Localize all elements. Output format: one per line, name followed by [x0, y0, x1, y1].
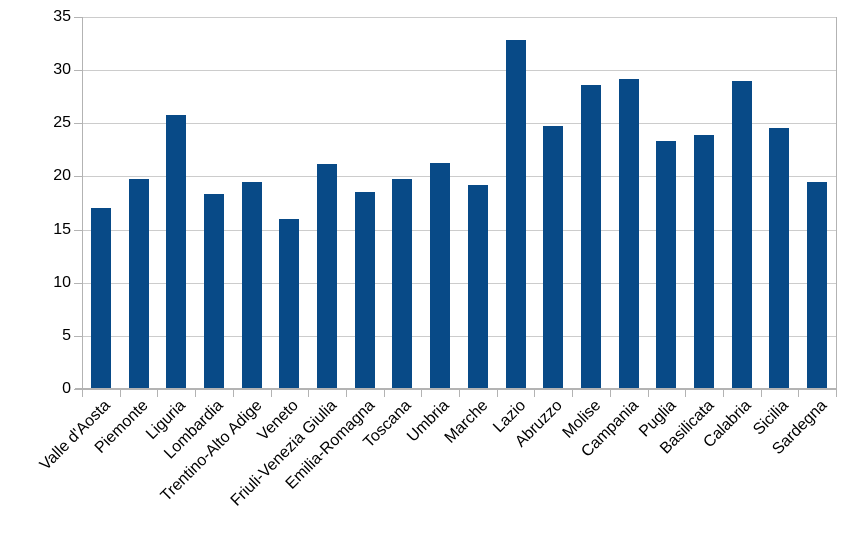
y-axis-label-30: 30: [53, 61, 71, 78]
x-tick-9: [421, 390, 422, 397]
bar-valle-d-aosta: [91, 208, 111, 389]
x-tick-18: [761, 390, 762, 397]
bar-campania: [619, 79, 639, 389]
bar-veneto: [279, 219, 299, 389]
x-tick-3: [195, 390, 196, 397]
bar-friuli-venezia-giulia: [317, 164, 337, 389]
bar-umbria: [430, 163, 450, 389]
bar-abruzzo: [543, 126, 563, 389]
x-tick-6: [308, 390, 309, 397]
y-axis-label-5: 5: [62, 327, 71, 344]
x-tick-17: [723, 390, 724, 397]
x-tick-16: [685, 390, 686, 397]
bar-sicilia: [769, 128, 789, 389]
y-axis-label-25: 25: [53, 114, 71, 131]
y-tick-30: [74, 70, 82, 71]
y-axis-label-35: 35: [53, 8, 71, 25]
x-tick-2: [157, 390, 158, 397]
x-tick-10: [459, 390, 460, 397]
y-tick-15: [74, 230, 82, 231]
x-tick-7: [346, 390, 347, 397]
gridline-35: [82, 17, 836, 18]
bar-basilicata: [694, 135, 714, 389]
bar-liguria: [166, 115, 186, 389]
x-tick-19: [798, 390, 799, 397]
gridline-30: [82, 70, 836, 71]
x-tick-13: [572, 390, 573, 397]
y-axis-label-10: 10: [53, 274, 71, 291]
gridline-25: [82, 123, 836, 124]
bar-trentino-alto-adige: [242, 182, 262, 389]
y-tick-10: [74, 283, 82, 284]
bar-molise: [581, 85, 601, 389]
bar-marche: [468, 185, 488, 389]
bar-toscana: [392, 179, 412, 389]
y-axis-label-0: 0: [62, 380, 71, 397]
gridline-15: [82, 230, 836, 231]
bar-lombardia: [204, 194, 224, 389]
bar-lazio: [506, 40, 526, 389]
x-tick-0: [82, 390, 83, 397]
x-tick-11: [497, 390, 498, 397]
y-tick-35: [74, 17, 82, 18]
y-tick-5: [74, 336, 82, 337]
plot-right-border: [836, 17, 837, 396]
x-tick-14: [610, 390, 611, 397]
bar-emilia-romagna: [355, 192, 375, 389]
bar-puglia: [656, 141, 676, 389]
bar-calabria: [732, 81, 752, 389]
bar-sardegna: [807, 182, 827, 389]
x-tick-8: [384, 390, 385, 397]
x-tick-15: [648, 390, 649, 397]
x-tick-12: [534, 390, 535, 397]
gridline-10: [82, 283, 836, 284]
bar-piemonte: [129, 179, 149, 389]
y-tick-25: [74, 123, 82, 124]
gridline-20: [82, 176, 836, 177]
y-axis-label-20: 20: [53, 167, 71, 184]
y-tick-20: [74, 176, 82, 177]
gridline-5: [82, 336, 836, 337]
y-axis-line: [82, 17, 83, 389]
y-axis-label-15: 15: [53, 221, 71, 238]
x-tick-5: [271, 390, 272, 397]
x-tick-1: [120, 390, 121, 397]
x-tick-20: [836, 390, 837, 397]
x-tick-4: [233, 390, 234, 397]
x-axis-line: [75, 388, 837, 390]
